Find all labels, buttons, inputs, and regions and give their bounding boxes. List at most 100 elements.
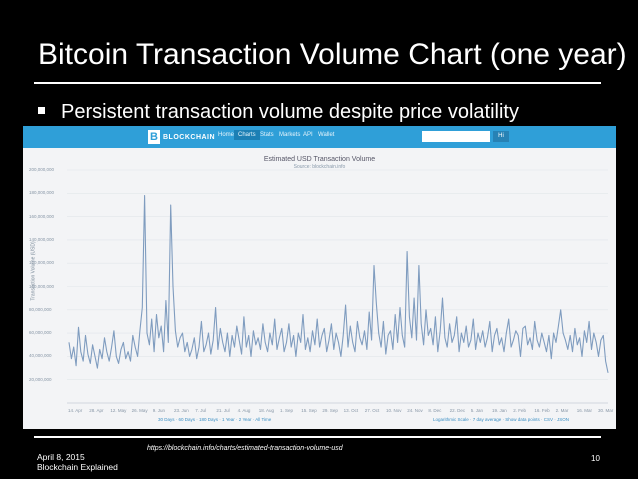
- data-point: [380, 346, 382, 348]
- data-point: [338, 342, 339, 343]
- data-point: [302, 314, 304, 315]
- search-button[interactable]: Hi: [493, 131, 509, 142]
- data-point: [125, 358, 126, 359]
- data-point: [264, 342, 266, 343]
- data-point: [591, 349, 592, 350]
- data-point: [387, 335, 389, 336]
- data-point: [139, 330, 141, 332]
- nav-stats[interactable]: Stats: [260, 132, 274, 138]
- data-point: [300, 342, 302, 343]
- data-point: [352, 342, 354, 343]
- data-point: [392, 349, 394, 350]
- data-point: [484, 346, 486, 348]
- data-point: [312, 330, 313, 332]
- data-point: [191, 349, 193, 350]
- data-point: [120, 349, 122, 350]
- data-point: [236, 325, 238, 327]
- data-point: [513, 339, 514, 341]
- data-point: [480, 342, 481, 343]
- data-point: [253, 330, 254, 332]
- data-point: [558, 325, 559, 327]
- data-point: [461, 332, 462, 334]
- data-point: [309, 351, 311, 352]
- data-point: [347, 346, 349, 348]
- chart-option-links[interactable]: Logarithmic Scale · 7 day average · Show…: [433, 417, 570, 422]
- data-point: [517, 335, 519, 336]
- data-point: [487, 337, 488, 339]
- data-point: [179, 337, 181, 339]
- data-point: [345, 304, 346, 306]
- data-point: [177, 346, 178, 348]
- data-point: [569, 335, 571, 336]
- data-point: [260, 349, 261, 350]
- logo-icon: B: [148, 130, 160, 144]
- nav-home[interactable]: Home: [218, 132, 235, 138]
- data-point: [217, 349, 219, 350]
- data-point: [305, 349, 306, 350]
- data-point: [137, 356, 138, 357]
- data-point: [307, 337, 309, 339]
- data-point: [541, 332, 543, 334]
- data-point: [149, 344, 150, 346]
- footer-title: Blockchain Explained: [37, 462, 118, 472]
- data-point: [78, 327, 79, 328]
- data-point: [477, 332, 479, 334]
- data-point: [458, 351, 460, 352]
- data-point: [428, 335, 429, 336]
- data-point: [222, 342, 223, 343]
- x-tick-label: 7. Jul: [195, 408, 206, 413]
- data-point: [406, 251, 408, 252]
- data-point: [546, 351, 547, 352]
- data-point: [442, 297, 443, 299]
- search-input[interactable]: [422, 131, 490, 142]
- data-point: [153, 351, 155, 352]
- data-point: [241, 353, 242, 355]
- nav-wallet[interactable]: Wallet: [318, 132, 335, 138]
- data-point: [359, 337, 361, 339]
- data-point: [515, 330, 517, 332]
- nav-api[interactable]: API: [303, 132, 313, 138]
- blockchain-logo[interactable]: B BLOCKCHAIN: [148, 129, 215, 145]
- data-point: [257, 337, 259, 339]
- data-point: [73, 346, 74, 348]
- x-tick-label: 14. Apr: [68, 408, 83, 413]
- data-point: [539, 346, 540, 348]
- page-number: 10: [591, 454, 600, 463]
- data-point: [314, 344, 316, 346]
- data-point: [413, 297, 415, 299]
- data-point: [184, 351, 186, 352]
- data-point: [364, 330, 365, 332]
- y-tick-label: 80,000,000: [29, 306, 52, 312]
- data-point: [172, 286, 174, 287]
- data-point: [451, 342, 453, 343]
- footer-divider: [34, 436, 601, 438]
- data-point: [201, 321, 202, 322]
- nav-charts[interactable]: Charts: [234, 130, 260, 140]
- data-point: [588, 321, 590, 322]
- data-point: [328, 339, 330, 341]
- data-point: [475, 349, 476, 350]
- source-url[interactable]: https://blockchain.info/charts/estimated…: [147, 445, 343, 452]
- x-tick-label: 16. Mar: [576, 408, 593, 413]
- data-point: [577, 344, 578, 346]
- data-point: [397, 342, 398, 343]
- chart-subtitle: Source: blockchain.info: [293, 164, 346, 170]
- data-point: [281, 328, 283, 329]
- bullet-text: Persistent transaction volume despite pr…: [61, 101, 519, 123]
- data-point: [465, 325, 467, 327]
- y-tick-label: 60,000,000: [29, 330, 52, 336]
- data-point: [196, 358, 197, 359]
- data-point: [85, 335, 86, 336]
- data-point: [99, 349, 100, 350]
- data-point: [491, 351, 493, 352]
- time-range-links[interactable]: 30 Days · 60 Days · 180 Days · 1 Year · …: [158, 417, 272, 422]
- x-tick-label: 19. Jan: [492, 408, 507, 413]
- x-tick-label: 8. Dec: [428, 408, 442, 413]
- chart-screenshot: B BLOCKCHAIN Home Charts Stats Markets A…: [23, 126, 616, 429]
- line-chart: [67, 169, 609, 404]
- data-point: [409, 316, 410, 318]
- data-point: [158, 337, 160, 339]
- data-point: [527, 344, 528, 346]
- nav-markets[interactable]: Markets: [279, 132, 301, 138]
- y-tick-label: 140,000,000: [29, 236, 55, 242]
